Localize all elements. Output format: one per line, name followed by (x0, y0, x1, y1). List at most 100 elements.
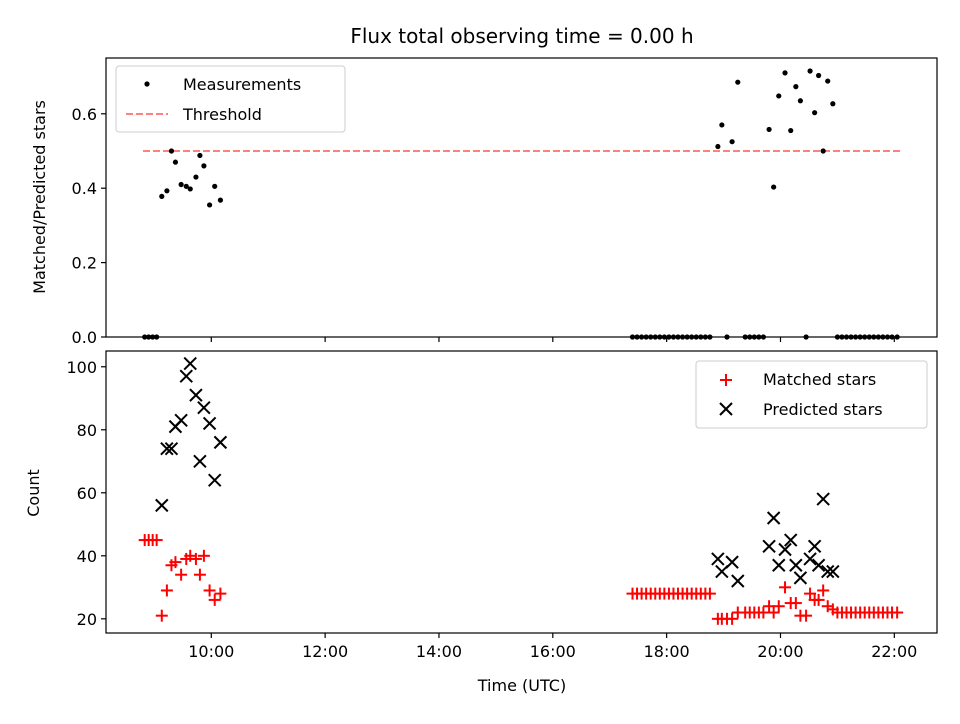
matched-star-point (150, 534, 163, 547)
predicted-star-point (772, 558, 786, 572)
measurement-point (797, 98, 803, 104)
measurement-point (788, 127, 794, 134)
predicted-star-point (826, 564, 840, 579)
x-tick-label: 10:00 (188, 642, 234, 661)
matched-star-point (789, 597, 802, 610)
bottom-y-tick-label: 20 (77, 610, 97, 629)
legend-predicted-label: Predicted stars (763, 400, 883, 419)
measurement-point (825, 78, 831, 84)
matched-star-point (214, 587, 227, 600)
measurement-point (735, 79, 741, 85)
predicted-star-point (164, 441, 179, 456)
measurement-point (820, 148, 826, 154)
measurement-point (793, 84, 799, 90)
x-tick-label: 20:00 (757, 642, 803, 661)
top-legend: Measurements Threshold (115, 65, 346, 133)
predicted-star-point (189, 388, 203, 402)
bottom-y-tick-label: 100 (66, 358, 97, 377)
predicted-star-point (725, 555, 739, 569)
bottom-marks (138, 356, 904, 625)
measurement-point (776, 93, 782, 99)
top-y-tick-label: 0.0 (72, 328, 97, 347)
measurement-point (172, 159, 179, 165)
measurement-point (729, 139, 735, 145)
top-y-tick-label: 0.6 (72, 105, 97, 124)
measurement-point (159, 193, 165, 199)
measurement-point (816, 72, 822, 79)
matched-star-point (208, 593, 221, 606)
x-axis-label: Time (UTC) (477, 676, 566, 695)
matched-star-point (800, 609, 813, 622)
matched-star-point (169, 556, 182, 569)
predicted-star-point (183, 356, 197, 371)
measurement-point (212, 183, 218, 189)
measurement-point (719, 122, 725, 128)
measurement-point (715, 143, 721, 150)
bottom-series-1 (138, 534, 904, 625)
legend-matched-marker (720, 374, 732, 386)
matched-star-point (726, 612, 739, 625)
measurement-point (782, 70, 788, 76)
predicted-star-point (174, 413, 188, 428)
matched-star-point (175, 568, 188, 581)
measurement-point (178, 181, 184, 188)
legend-matched-label: Matched stars (763, 370, 876, 389)
predicted-star-point (803, 552, 817, 566)
top-y-ticks: 0.0 0.2 0.4 0.6 (72, 105, 106, 347)
predicted-star-point (766, 511, 781, 525)
predicted-star-point (202, 416, 217, 431)
top-y-tick-label: 0.2 (72, 254, 97, 273)
legend-threshold-label: Threshold (182, 105, 262, 124)
bottom-legend: Matched stars Predicted stars (695, 360, 928, 429)
legend-predicted-marker (719, 402, 733, 416)
matched-star-point (703, 587, 716, 600)
bottom-y-axis-label: Count (24, 469, 43, 517)
x-tick-label: 18:00 (644, 642, 690, 661)
matched-star-point (155, 609, 168, 622)
bottom-y-ticks: 20 40 60 80 100 (66, 358, 106, 629)
legend-measurements-marker (144, 81, 150, 87)
top-legend-box (115, 65, 346, 133)
legend-measurements-label: Measurements (183, 75, 301, 94)
matched-star-point (757, 606, 770, 619)
bottom-panel: 20 40 60 80 100 10:00 12:00 14:00 16:00 18:00 20:… (24, 350, 938, 695)
predicted-star-point (160, 441, 174, 456)
x-tick-label: 12:00 (302, 642, 348, 661)
matched-star-point (203, 584, 216, 597)
measurement-point (193, 174, 199, 180)
predicted-star-point (213, 435, 228, 450)
predicted-star-point (711, 552, 725, 566)
bottom-axes-frame (105, 350, 938, 634)
measurement-point (830, 101, 836, 107)
x-tick-label: 14:00 (416, 642, 462, 661)
predicted-star-point (811, 558, 826, 572)
predicted-star-point (789, 558, 803, 572)
predicted-star-point (762, 539, 776, 554)
bottom-y-tick-label: 80 (77, 421, 97, 440)
measurement-point (168, 148, 175, 154)
chart-title: Flux total observing time = 0.00 h (350, 24, 693, 48)
matched-star-point (160, 584, 173, 597)
predicted-star-point (208, 473, 222, 487)
matched-star-point (772, 600, 785, 613)
matched-star-point (767, 606, 780, 619)
top-panel: 0.0 0.2 0.4 0.6 Matched/Predicted stars Mea… (30, 57, 938, 347)
predicted-star-point (807, 539, 822, 554)
top-x-ticks (210, 337, 895, 342)
measurement-point (217, 197, 224, 203)
matched-star-point (817, 584, 830, 597)
matched-star-point (193, 568, 206, 581)
top-axes-frame (105, 57, 938, 338)
top-y-tick-label: 0.4 (72, 179, 97, 198)
bottom-y-tick-label: 40 (77, 547, 97, 566)
measurement-point (771, 184, 777, 190)
top-y-axis-label: Matched/Predicted stars (30, 100, 49, 294)
predicted-star-point (197, 401, 211, 415)
matched-star-point (812, 593, 825, 606)
matched-star-point (804, 587, 817, 600)
predicted-star-point (193, 454, 207, 468)
matched-star-point (197, 549, 210, 562)
predicted-star-point (793, 571, 808, 585)
measurement-point (766, 126, 772, 133)
bottom-series-2 (155, 356, 840, 588)
